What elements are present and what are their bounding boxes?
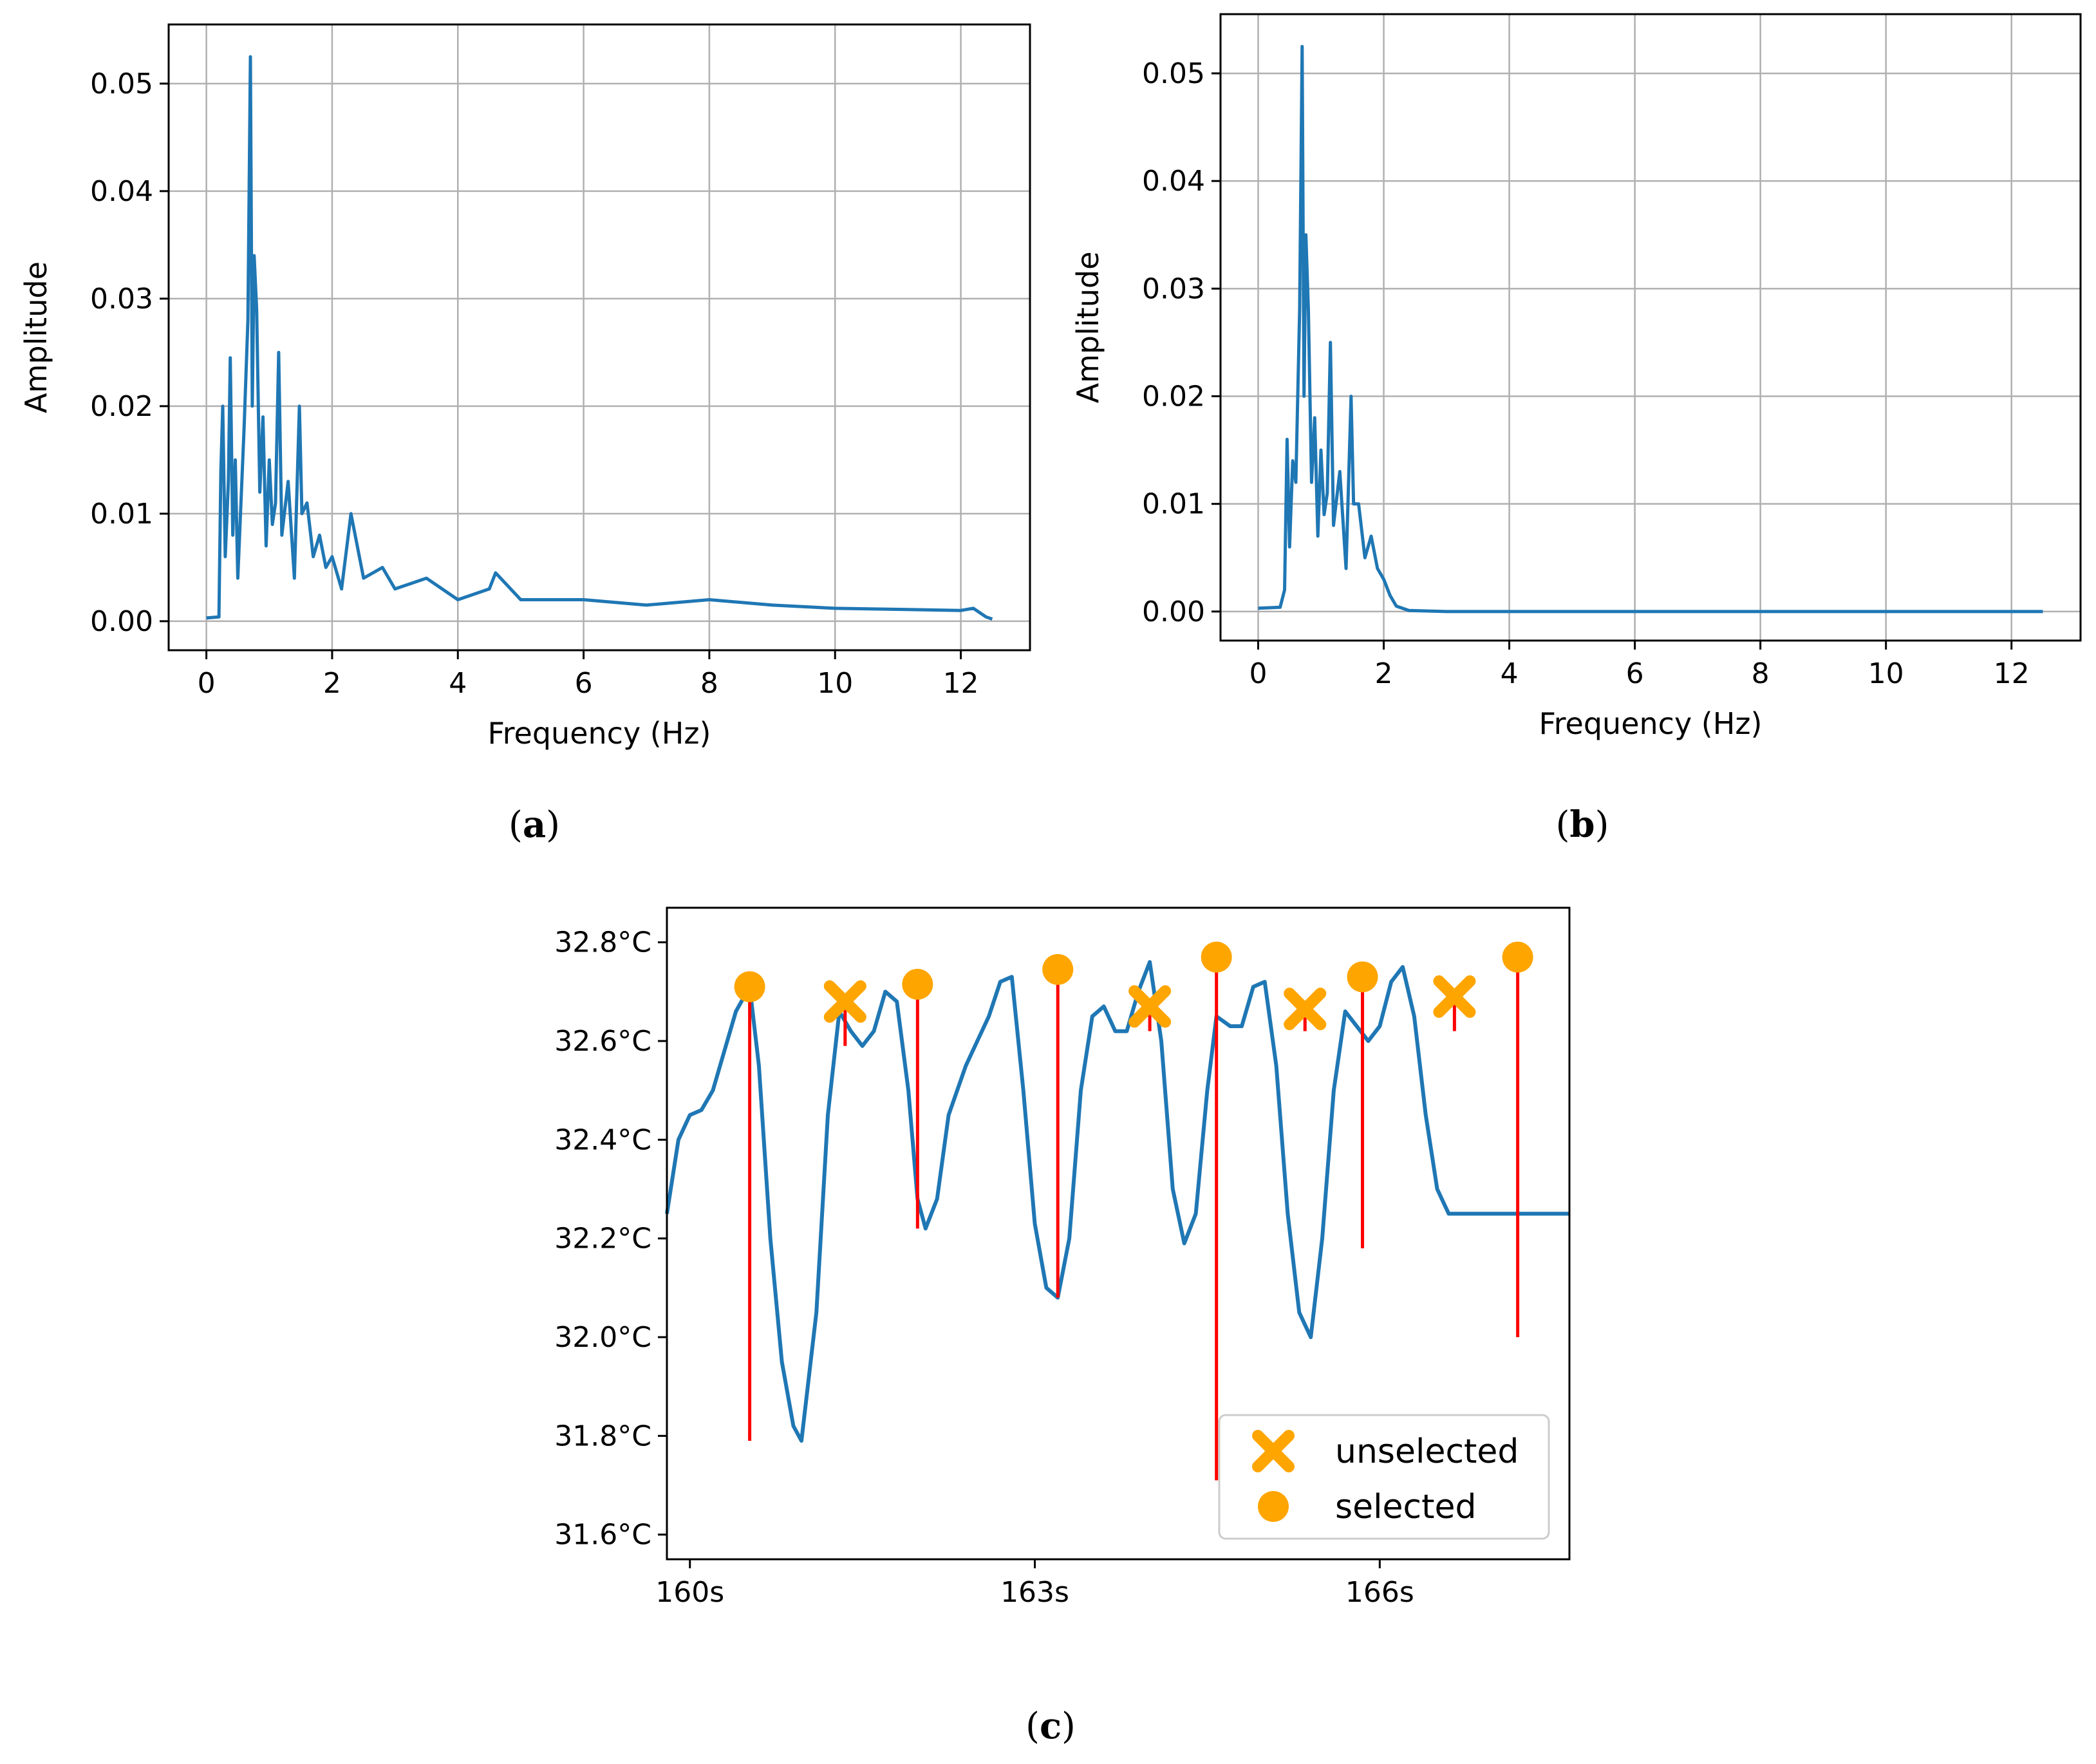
legend: unselected selected — [1218, 1414, 1550, 1540]
x-tick-label: 12 — [943, 667, 979, 700]
caption-paren: ( — [1025, 1705, 1040, 1747]
y-tick-label: 0.04 — [90, 175, 153, 208]
x-axis-label: Frequency (Hz) — [1539, 706, 1763, 741]
selected-peak-marker — [734, 971, 765, 1002]
y-tick-label: 0.05 — [90, 68, 153, 100]
panel-caption: (a) — [509, 803, 560, 846]
axes-frame — [666, 906, 1571, 1561]
x-tick-label: 2 — [1375, 657, 1393, 690]
series-line — [206, 55, 993, 621]
x-tick-label: 8 — [700, 667, 718, 700]
x-tick-label: 6 — [575, 667, 593, 700]
caption-letter: a — [523, 803, 546, 846]
y-tick-label: 0.01 — [90, 498, 153, 530]
x-tick-label: 160s — [655, 1576, 724, 1609]
panel-caption: (b) — [1556, 803, 1609, 846]
caption-paren: ) — [1062, 1705, 1076, 1747]
selected-peak-marker — [1502, 941, 1533, 973]
y-tick-label: 32.0°C — [554, 1321, 651, 1354]
chart-panel-b: 0 2 4 6 8 10 12 0.00 0.01 0.02 0.03 0.04 0.05 Frequen… — [1071, 13, 2082, 846]
y-tick-label: 0.02 — [1142, 380, 1205, 413]
caption-paren: ) — [546, 804, 560, 846]
selected-peak-marker — [1347, 961, 1378, 993]
y-tick-label: 0.01 — [1142, 488, 1205, 521]
panel-caption: (c) — [1025, 1705, 1076, 1747]
x-tick-label: 166s — [1345, 1576, 1414, 1609]
legend-x-icon — [1252, 1430, 1295, 1472]
selected-peak-marker — [902, 968, 933, 1000]
y-tick-label: 0.05 — [1142, 57, 1205, 90]
series-line — [665, 960, 1569, 1443]
x-tick-label: 10 — [817, 667, 853, 700]
x-tick-label: 163s — [1000, 1576, 1069, 1609]
x-marker-stroke — [1284, 988, 1327, 1031]
legend-label: selected — [1335, 1488, 1477, 1526]
selected-peak-marker — [1042, 953, 1074, 985]
y-tick-label: 31.8°C — [554, 1420, 651, 1452]
x-tick-label: 10 — [1868, 657, 1904, 690]
caption-letter: c — [1040, 1705, 1062, 1747]
y-tick-label: 0.00 — [1142, 596, 1205, 628]
x-tick-label: 6 — [1626, 657, 1644, 690]
x-tick-label: 12 — [1994, 657, 2030, 690]
unselected-peak-marker — [1433, 975, 1476, 1018]
y-tick-label: 0.00 — [90, 605, 153, 638]
unselected-peak-marker — [1284, 988, 1327, 1031]
unselected-peak-marker — [1128, 985, 1172, 1028]
unselected-peak-marker — [823, 980, 866, 1023]
y-axis-label: Amplitude — [1071, 252, 1105, 404]
selected-peak-marker — [1201, 941, 1232, 973]
y-tick-label: 0.03 — [90, 283, 153, 315]
legend-label: unselected — [1335, 1432, 1519, 1471]
y-tick-label: 31.6°C — [554, 1519, 651, 1552]
caption-paren: ( — [509, 804, 523, 846]
y-tick-label: 0.03 — [1142, 272, 1205, 305]
caption-letter: b — [1569, 803, 1595, 846]
axes-frame — [167, 23, 1031, 652]
x-axis-label: Frequency (Hz) — [488, 716, 711, 751]
series-line — [1258, 44, 2043, 614]
x-tick-label: 2 — [323, 667, 341, 700]
axes-frame — [1219, 13, 2082, 642]
y-tick-label: 32.4°C — [554, 1123, 651, 1156]
x-marker-stroke — [823, 980, 866, 1023]
x-tick-label: 8 — [1752, 657, 1770, 690]
legend-box — [1218, 1414, 1550, 1540]
x-tick-label: 0 — [1249, 657, 1268, 690]
caption-paren: ( — [1556, 804, 1570, 846]
x-tick-label: 4 — [1501, 657, 1519, 690]
y-tick-label: 32.2°C — [554, 1223, 651, 1255]
y-tick-label: 0.02 — [90, 390, 153, 423]
y-tick-label: 32.6°C — [554, 1025, 651, 1058]
legend-dot-icon — [1258, 1491, 1289, 1522]
y-tick-label: 32.8°C — [554, 926, 651, 959]
y-axis-label: Amplitude — [19, 261, 53, 413]
chart-panel-a: 0 2 4 6 8 10 12 0.00 0.01 0.02 0.03 0.04 0.05 Frequen… — [19, 23, 1031, 846]
x-marker-stroke — [1433, 975, 1476, 1018]
x-tick-label: 0 — [198, 667, 216, 700]
x-tick-label: 4 — [449, 667, 467, 700]
caption-paren: ) — [1595, 804, 1609, 846]
x-marker-stroke — [1128, 985, 1172, 1028]
chart-panel-c: 160s 163s 166s 31.6°C 31.8°C 32.0°C 32.2°C 32.4… — [554, 906, 1571, 1747]
y-tick-label: 0.04 — [1142, 165, 1205, 198]
